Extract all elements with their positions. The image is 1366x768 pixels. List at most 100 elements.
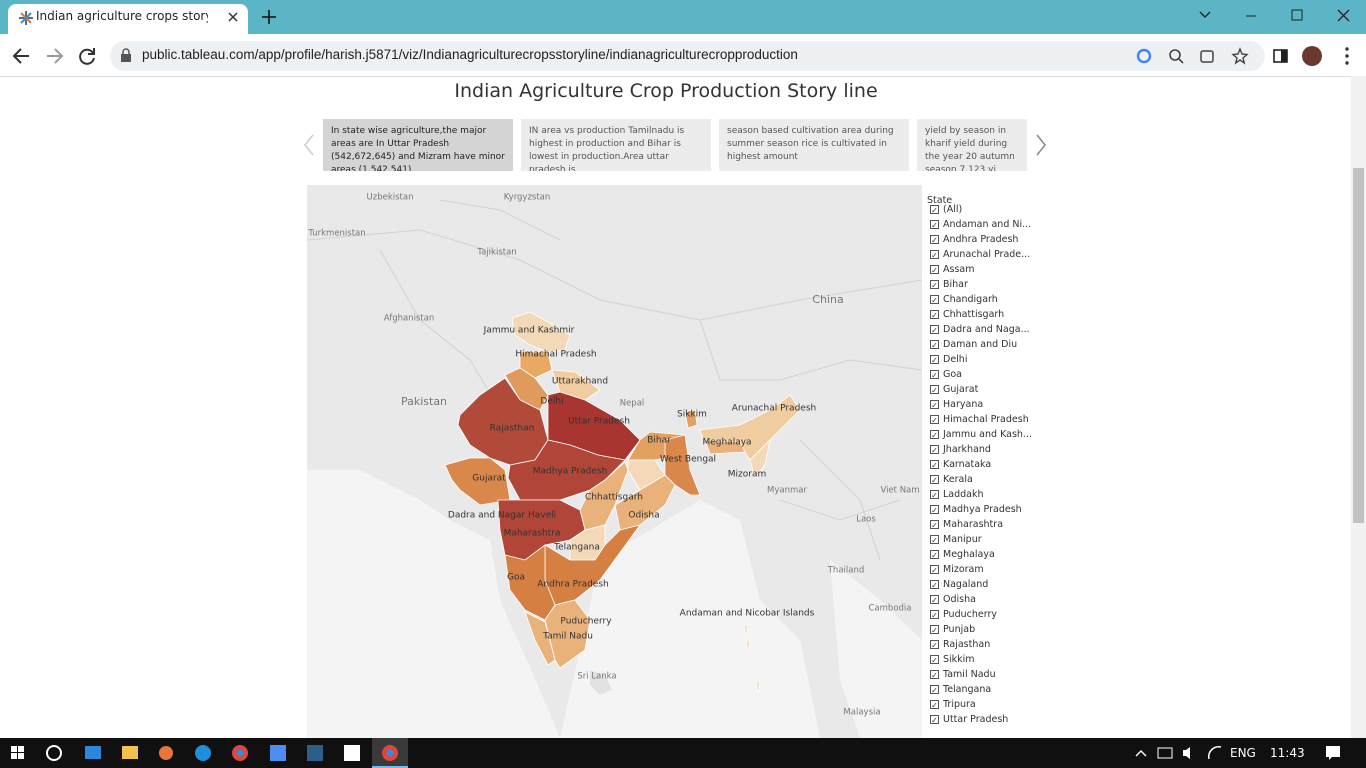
filter-item[interactable]: ✓ Tamil Nadu <box>930 669 1030 684</box>
state-shape[interactable] <box>524 611 556 666</box>
filter-item[interactable]: ✓ Dadra and Naga... <box>930 324 1030 339</box>
filter-item[interactable]: ✓ Goa <box>930 369 1030 384</box>
checkbox[interactable]: ✓ <box>930 460 939 470</box>
new-tab[interactable] <box>261 9 277 25</box>
checkbox[interactable]: ✓ <box>930 550 939 560</box>
checkbox[interactable]: ✓ <box>930 220 939 230</box>
filter-item[interactable]: ✓ Tripura <box>930 699 1030 714</box>
checkbox[interactable]: ✓ <box>930 670 939 680</box>
filter-item[interactable]: ✓ Daman and Diu <box>930 339 1030 354</box>
filter-item[interactable]: ✓ Sikkim <box>930 654 1030 669</box>
state-shape[interactable] <box>544 599 591 669</box>
prev-arrow[interactable] <box>302 133 316 157</box>
filter-item[interactable]: ✓ Madhya Pradesh <box>930 504 1030 519</box>
checkbox[interactable]: ✓ <box>930 565 939 575</box>
filter-item[interactable]: ✓ Bihar <box>930 279 1030 294</box>
state-shape[interactable] <box>704 439 746 455</box>
filter-item[interactable]: ✓ Uttar Pradesh <box>930 714 1030 729</box>
filter-item[interactable]: ✓ Mizoram <box>930 564 1030 579</box>
filter-item[interactable]: ✓ Nagaland <box>930 579 1030 594</box>
story-point[interactable]: In state wise agriculture,the major area… <box>323 119 513 171</box>
state-shape[interactable] <box>684 409 698 429</box>
filter-item[interactable]: ✓ Manipur <box>930 534 1030 549</box>
checkbox[interactable]: ✓ <box>930 580 939 590</box>
filter-item[interactable]: ✓ Kerala <box>930 474 1030 489</box>
state-shape[interactable] <box>519 351 553 379</box>
filter-item[interactable]: ✓ Maharashtra <box>930 519 1030 534</box>
filter-item[interactable]: ✓ Chandigarh <box>930 294 1030 309</box>
next-arrow[interactable] <box>1034 133 1048 157</box>
filter-item[interactable]: ✓ Meghalaya <box>930 549 1030 564</box>
scrollbar[interactable] <box>1351 76 1366 738</box>
state-shape[interactable] <box>749 438 771 479</box>
checkbox[interactable]: ✓ <box>930 595 939 605</box>
checkbox[interactable]: ✓ <box>930 340 939 350</box>
state-shape[interactable] <box>551 369 601 401</box>
notifications[interactable] <box>1325 745 1341 761</box>
toolbar-icons[interactable] <box>1135 46 1325 66</box>
story-point[interactable]: IN area vs production Tamilnadu is highe… <box>521 119 711 171</box>
checkbox[interactable]: ✓ <box>930 640 939 650</box>
checkbox[interactable]: ✓ <box>930 265 939 275</box>
filter-item[interactable]: ✓ Andhra Pradesh <box>930 234 1030 249</box>
address-bar[interactable] <box>110 41 1265 71</box>
filter-item[interactable]: ✓ Telangana <box>930 684 1030 699</box>
story-point[interactable]: season based cultivation area during sum… <box>719 119 909 171</box>
checkbox[interactable]: ✓ <box>930 610 939 620</box>
taskbar-icons[interactable] <box>0 738 420 768</box>
tab-close[interactable] <box>226 10 240 24</box>
checkbox[interactable]: ✓ <box>930 355 939 365</box>
filter-item[interactable]: ✓ Punjab <box>930 624 1030 639</box>
checkbox[interactable]: ✓ <box>930 625 939 635</box>
story-point[interactable]: yield by season in kharif yield during t… <box>917 119 1027 171</box>
filter-item[interactable]: ✓ Arunachal Prade... <box>930 249 1030 264</box>
filter-item[interactable]: ✓ Himachal Pradesh <box>930 414 1030 429</box>
checkbox[interactable]: ✓ <box>930 445 939 455</box>
filter-item[interactable]: ✓ Delhi <box>930 354 1030 369</box>
checkbox[interactable]: ✓ <box>930 535 939 545</box>
filter-item[interactable]: ✓ Assam <box>930 264 1030 279</box>
tab[interactable] <box>8 4 248 34</box>
menu-icon[interactable] <box>1344 46 1350 66</box>
checkbox[interactable]: ✓ <box>930 310 939 320</box>
filter-item[interactable]: ✓ Andaman and Ni... <box>930 219 1031 234</box>
filter-item[interactable]: ✓ Jammu and Kash... <box>930 429 1032 444</box>
tray-icons[interactable] <box>1133 744 1225 762</box>
checkbox[interactable]: ✓ <box>930 370 939 380</box>
filter-item[interactable]: ✓ (All) <box>930 204 1030 219</box>
filter-item[interactable]: ✓ Haryana <box>930 399 1030 414</box>
language[interactable]: ENG <box>1230 746 1256 760</box>
filter-item[interactable]: ✓ Gujarat <box>930 384 1030 399</box>
scroll-thumb[interactable] <box>1353 168 1364 523</box>
checkbox[interactable]: ✓ <box>930 715 939 725</box>
checkbox[interactable]: ✓ <box>930 520 939 530</box>
checkbox[interactable]: ✓ <box>930 295 939 305</box>
nav-buttons[interactable] <box>10 45 100 67</box>
state-shape[interactable] <box>511 311 571 353</box>
checkbox[interactable]: ✓ <box>930 400 939 410</box>
filter-item[interactable]: ✓ Laddakh <box>930 489 1030 504</box>
checkbox[interactable]: ✓ <box>930 250 939 260</box>
checkbox[interactable]: ✓ <box>930 205 939 215</box>
url[interactable]: public.tableau.com/app/profile/harish.j5… <box>142 47 798 62</box>
checkbox[interactable]: ✓ <box>930 325 939 335</box>
checkbox[interactable]: ✓ <box>930 490 939 500</box>
filter-item[interactable]: ✓ Karnataka <box>930 459 1030 474</box>
checkbox[interactable]: ✓ <box>930 415 939 425</box>
checkbox[interactable]: ✓ <box>930 700 939 710</box>
checkbox[interactable]: ✓ <box>930 430 939 440</box>
clock[interactable]: 11:43 <box>1270 746 1305 760</box>
checkbox[interactable]: ✓ <box>930 685 939 695</box>
checkbox[interactable]: ✓ <box>930 505 939 515</box>
filter-item[interactable]: ✓ Rajasthan <box>930 639 1030 654</box>
checkbox[interactable]: ✓ <box>930 385 939 395</box>
checkbox[interactable]: ✓ <box>930 475 939 485</box>
state-shape[interactable] <box>507 439 626 501</box>
filter-item[interactable]: ✓ Odisha <box>930 594 1030 609</box>
window-controls[interactable] <box>1195 6 1360 26</box>
checkbox[interactable]: ✓ <box>930 280 939 290</box>
filter-item[interactable]: ✓ Chhattisgarh <box>930 309 1030 324</box>
checkbox[interactable]: ✓ <box>930 235 939 245</box>
filter-item[interactable]: ✓ Puducherry <box>930 609 1030 624</box>
filter-item[interactable]: ✓ Jharkhand <box>930 444 1030 459</box>
